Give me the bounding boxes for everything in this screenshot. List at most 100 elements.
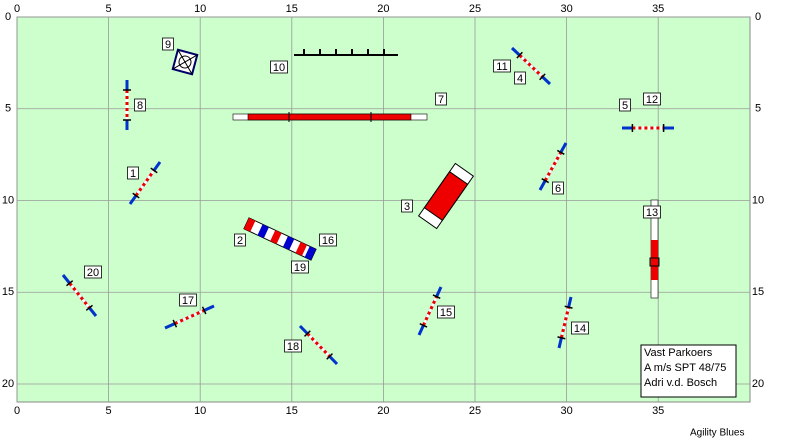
- obstacle-number: 17: [182, 295, 194, 307]
- jump-post: [539, 73, 546, 81]
- x-tick-label: 35: [652, 3, 664, 15]
- y-tick-label: 10: [752, 194, 764, 206]
- jump-bar: [422, 295, 438, 327]
- jump: [510, 46, 552, 86]
- label-box: [291, 260, 309, 274]
- obstacle-number: 20: [87, 267, 99, 279]
- info-line: A m/s SPT 48/75: [644, 362, 726, 374]
- obstacles: [61, 46, 674, 366]
- jump: [622, 124, 674, 132]
- jump-bar: [68, 282, 91, 309]
- x-tick-label: 15: [286, 405, 298, 417]
- y-tick-label: 0: [5, 11, 11, 23]
- label-box: [643, 205, 661, 219]
- x-tick-label: 20: [377, 3, 389, 15]
- jump-post: [419, 323, 428, 328]
- obstacle-number: 4: [517, 73, 523, 85]
- x-tick-label: 30: [560, 405, 572, 417]
- obstacle-number: 8: [137, 100, 143, 112]
- y-tick-label: 20: [2, 378, 14, 390]
- label-box: [437, 305, 455, 319]
- obstacle-number: 18: [287, 341, 299, 353]
- label-box: [493, 59, 511, 73]
- x-tick-label: 10: [194, 3, 206, 15]
- label-box: [319, 233, 337, 247]
- jump: [538, 142, 568, 191]
- label-box: [435, 92, 447, 106]
- jump-post: [85, 304, 93, 311]
- label-box: [162, 37, 174, 51]
- label-box: [514, 71, 526, 85]
- jump-post: [541, 178, 550, 184]
- obstacle-number: 13: [646, 207, 658, 219]
- jump-bar: [518, 54, 544, 78]
- a-frame: [417, 162, 475, 230]
- jump-post: [326, 353, 333, 360]
- seesaw: [649, 199, 660, 299]
- x-tick-label: 20: [377, 405, 389, 417]
- label-box: [619, 98, 631, 112]
- obstacle-number: 16: [322, 235, 334, 247]
- obstacle-number: 12: [646, 94, 658, 106]
- footer: Agility Blues: [690, 428, 744, 439]
- x-tick-label: 0: [14, 405, 20, 417]
- x-tick-label: 35: [652, 405, 664, 417]
- jump: [128, 161, 162, 205]
- jump-post: [304, 330, 311, 337]
- y-tick-label: 10: [2, 194, 14, 206]
- jump-post: [150, 167, 158, 174]
- jump-post: [172, 319, 178, 328]
- obstacle-number: 2: [237, 235, 243, 247]
- obstacle-number: 3: [404, 201, 410, 213]
- label-box: [552, 181, 564, 195]
- y-tick-label: 20: [752, 378, 764, 390]
- x-tick-label: 5: [106, 405, 112, 417]
- obstacle-number: 10: [273, 62, 285, 74]
- label-box: [571, 321, 589, 335]
- jump-bar: [559, 306, 571, 339]
- table: [171, 48, 199, 76]
- info-line: Adri v.d. Bosch: [644, 377, 717, 389]
- obstacle-number: 14: [574, 323, 586, 335]
- obstacle-number: 9: [165, 39, 171, 51]
- x-tick-label: 25: [469, 3, 481, 15]
- jump: [417, 286, 443, 336]
- jump-post: [564, 305, 573, 309]
- jump-post: [66, 280, 74, 287]
- jump-post: [432, 294, 441, 299]
- jump-bar: [306, 332, 331, 358]
- dogwalk: [232, 112, 428, 122]
- obstacle-number: 15: [440, 307, 452, 319]
- y-tick-label: 5: [5, 103, 11, 115]
- obstacle-number: 19: [294, 262, 306, 274]
- label-box: [401, 199, 413, 213]
- y-tick-label: 15: [2, 286, 14, 298]
- x-tick-label: 5: [106, 3, 112, 15]
- x-tick-label: 30: [560, 3, 572, 15]
- obstacle-number: 1: [130, 168, 136, 180]
- info-line: Vast Parkoers: [644, 347, 713, 359]
- jump-post: [132, 192, 140, 199]
- x-tick-label: 0: [14, 3, 20, 15]
- jump-bar: [174, 309, 205, 325]
- x-tick-label: 25: [469, 405, 481, 417]
- label-box: [84, 265, 102, 279]
- jump-bar: [134, 169, 156, 197]
- y-tick-label: 5: [755, 103, 761, 115]
- label-box: [134, 98, 146, 112]
- y-tick-label: 0: [755, 11, 761, 23]
- info-box: Vast Parkoers A m/s SPT 48/75 Adri v.d. …: [640, 344, 737, 398]
- jump: [164, 304, 215, 330]
- y-tick-label: 15: [752, 286, 764, 298]
- label-box: [179, 293, 197, 307]
- jump-post: [556, 149, 565, 155]
- jump-post: [201, 306, 207, 315]
- label-box: [643, 92, 661, 106]
- label-box: [284, 339, 302, 353]
- label-box: [234, 233, 246, 247]
- jump: [298, 324, 339, 366]
- jump: [61, 274, 98, 317]
- jump-bar: [543, 151, 563, 182]
